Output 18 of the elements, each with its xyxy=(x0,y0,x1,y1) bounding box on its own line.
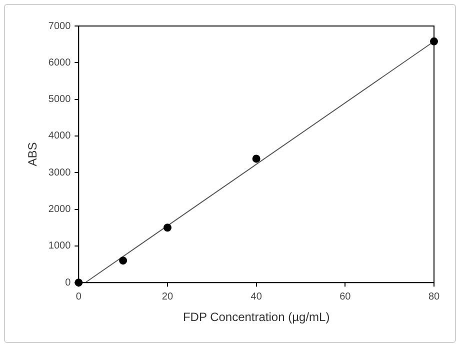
y-tick-label: 5000 xyxy=(48,94,72,106)
x-tick-label: 60 xyxy=(340,291,352,302)
y-tick-label: 3000 xyxy=(48,167,72,178)
y-tick-label: 4000 xyxy=(48,130,72,142)
y-axis-title: ABS xyxy=(26,142,40,166)
point xyxy=(252,154,260,163)
x-tick-label: 80 xyxy=(428,291,440,302)
x-axis-title: FDP Concentration (µg/mL) xyxy=(182,310,330,324)
y-tick-label: 0 xyxy=(65,277,72,288)
x-tick-label: 0 xyxy=(76,291,82,302)
y-tick-label: 7000 xyxy=(48,20,72,32)
y-tick-label: 6000 xyxy=(48,57,72,68)
x-tick-label: 20 xyxy=(162,291,174,302)
point xyxy=(119,256,128,265)
x-tick-label: 40 xyxy=(250,291,262,302)
y-tick-label: 1000 xyxy=(48,240,72,252)
y-tick-label: 2000 xyxy=(48,204,72,216)
point xyxy=(163,224,172,232)
